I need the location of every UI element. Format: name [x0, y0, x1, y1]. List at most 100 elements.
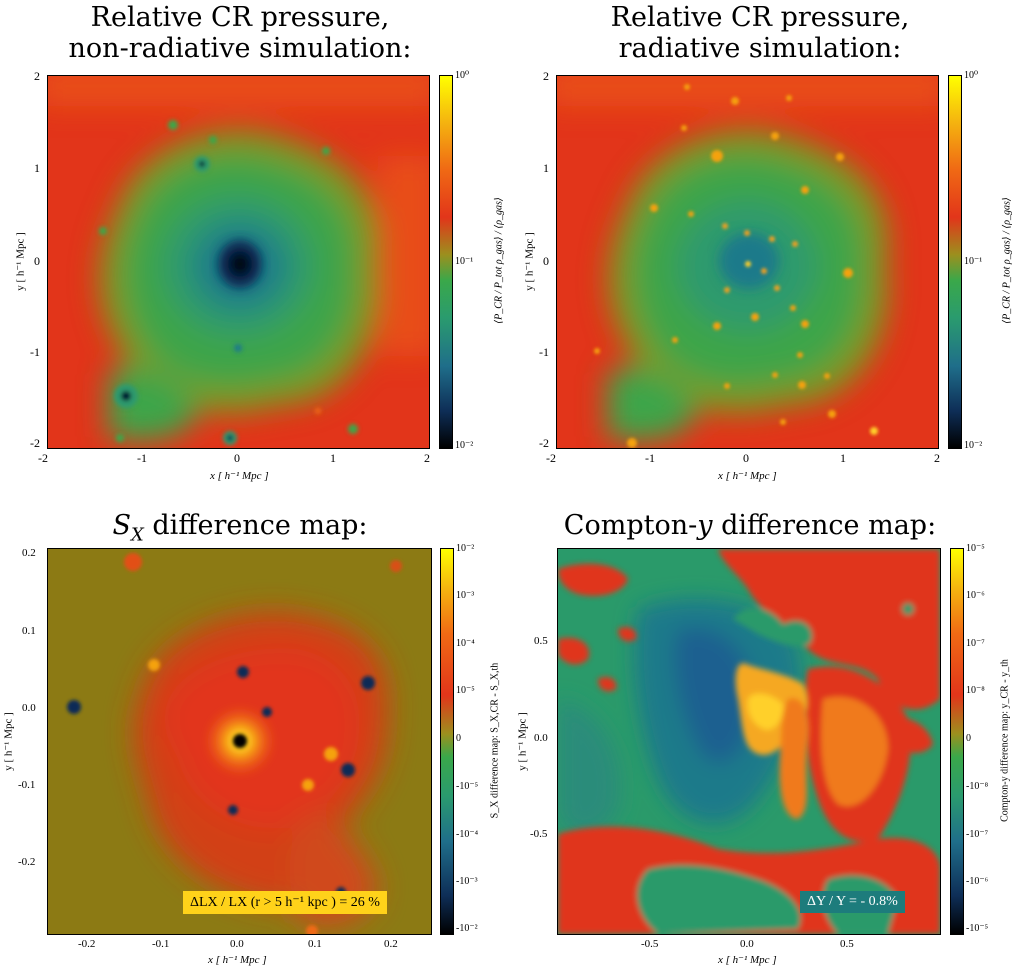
panel2-xlabel: x [ h⁻¹ Mpc ] [718, 470, 777, 482]
panel4-xlabel: x [ h⁻¹ Mpc ] [718, 954, 777, 966]
panel1-xtick-2: 0 [234, 451, 240, 465]
panel1-cb-tick-0: 10⁰ [455, 70, 470, 81]
panel3-ytick-4: 0.2 [22, 547, 36, 559]
panel3-xlabel: x [ h⁻¹ Mpc ] [208, 954, 267, 966]
panel1-ytick-4: 2 [34, 69, 40, 83]
panel4-title-rest: difference map: [712, 510, 937, 541]
panel2-title: Relative CR pressure, radiative simulati… [560, 2, 960, 64]
panel3-cb-label: S_X difference map: S_X,CR - S_X,th [489, 662, 501, 819]
panel1-ytick-3: 1 [34, 161, 40, 175]
panel3-ytick-2: 0.0 [22, 702, 36, 714]
panel2-xtick-0: -2 [546, 451, 556, 465]
panel1-colorbar [439, 75, 453, 449]
panel1-cb-tick-2: 10⁻² [455, 440, 474, 451]
panel1-title-line1: Relative CR pressure, [90, 2, 390, 33]
panel1-ytick-1: -1 [30, 345, 40, 359]
panel3-cb-tick-4: 0 [456, 733, 461, 744]
panel1-cb-label: ⟨P_CR / P_tot ρ_gas⟩ / ⟨ρ_gas⟩ [493, 197, 505, 324]
panel4-ytick-1: 0.0 [534, 732, 548, 744]
panel2-title-line2: radiative simulation: [618, 33, 902, 64]
panel4-svg [558, 549, 940, 934]
panel1-xlabel: x [ h⁻¹ Mpc ] [210, 470, 269, 482]
panel2-colorbar [948, 75, 962, 449]
panel3-xtick-3: 0.1 [308, 938, 322, 950]
panel3-title-rest: difference map: [143, 510, 368, 541]
panel4-ylabel: y [ h⁻¹ Mpc ] [516, 712, 529, 771]
panel3-xtick-4: 0.2 [384, 938, 398, 950]
panel4-cb-tick-5: -10⁻⁸ [966, 781, 989, 792]
panel1-xtick-0: -2 [38, 451, 48, 465]
panel3-cb-tick-1: 10⁻³ [456, 590, 475, 601]
panel3-cb-tick-2: 10⁻⁴ [456, 638, 475, 649]
panel4-ytick-2: 0.5 [534, 635, 548, 647]
panel4-cb-tick-6: -10⁻⁷ [966, 829, 989, 840]
panel2-xtick-3: 1 [840, 451, 846, 465]
panel3-cb-tick-3: 10⁻⁵ [456, 685, 475, 696]
panel1-xtick-4: 2 [424, 451, 430, 465]
panel1-ylabel: y [ h⁻¹ Mpc ] [14, 232, 27, 291]
panel4-title: Compton-y difference map: [520, 510, 980, 541]
panel3-ytick-3: 0.1 [22, 625, 36, 637]
panel2-heatmap [556, 75, 939, 449]
panel1-heatmap [47, 75, 430, 449]
panel3-colorbar [440, 548, 454, 935]
panel2-cb-tick-1: 10⁻¹ [964, 256, 983, 267]
panel4-title-var: y [697, 510, 713, 541]
panel4-xtick-1: 0.0 [740, 938, 754, 950]
panel3-title-sub: X [130, 524, 144, 546]
panel1-ytick-2: 0 [34, 254, 40, 268]
panel2-ylabel: y [ h⁻¹ Mpc ] [523, 232, 536, 291]
panel3-title-s: S [112, 510, 131, 541]
panel4-cb-tick-7: -10⁻⁶ [966, 876, 989, 887]
panel4-title-main: Compton- [563, 510, 698, 541]
panel3-xtick-0: -0.2 [78, 938, 96, 950]
panel2-cb-tick-2: 10⁻² [964, 440, 983, 451]
panel1-xtick-1: -1 [137, 451, 147, 465]
panel4-cb-tick-8: -10⁻⁵ [966, 923, 989, 934]
panel1-xtick-3: 1 [330, 451, 336, 465]
panel4-cb-tick-4: 0 [966, 733, 971, 744]
panel2-xtick-2: 0 [743, 451, 749, 465]
panel2-xtick-1: -1 [645, 451, 655, 465]
panel4-xtick-2: 0.5 [840, 938, 854, 950]
panel2-ytick-3: 1 [543, 161, 549, 175]
panel4-cb-label: Compton-y difference map: y_CR - y_th [999, 659, 1011, 822]
panel3-cb-tick-0: 10⁻² [456, 543, 475, 554]
panel3-heatmap [47, 548, 432, 935]
panel4-cb-tick-3: 10⁻⁸ [966, 685, 985, 696]
panel3-title: SX difference map: [40, 510, 440, 550]
panel3-cb-tick-8: -10⁻² [456, 923, 478, 934]
panel4-cb-tick-1: 10⁻⁶ [966, 590, 985, 601]
panel2-ytick-1: -1 [539, 345, 549, 359]
panel2-ytick-0: -2 [539, 436, 549, 450]
panel4-colorbar [950, 548, 964, 935]
panel2-cb-tick-0: 10⁰ [964, 70, 979, 81]
panel3-cb-tick-6: -10⁻⁴ [456, 829, 479, 840]
panel1-title-line2: non-radiative simulation: [68, 33, 412, 64]
panel4-annotation: ΔY / Y = - 0.8% [800, 891, 905, 913]
panel4-cb-tick-2: 10⁻⁷ [966, 638, 985, 649]
panel3-svg [48, 549, 431, 934]
panel3-cb-tick-7: -10⁻³ [456, 876, 478, 887]
panel1-title: Relative CR pressure, non-radiative simu… [40, 2, 440, 64]
panel2-cb-label: ⟨P_CR / P_tot ρ_gas⟩ / ⟨ρ_gas⟩ [1001, 197, 1013, 324]
panel2-ytick-4: 2 [543, 69, 549, 83]
panel2-ytick-2: 0 [543, 254, 549, 268]
panel3-xtick-1: -0.1 [152, 938, 170, 950]
panel4-ytick-0: -0.5 [530, 828, 548, 840]
panel3-ytick-0: -0.2 [18, 856, 36, 868]
panel4-cb-tick-0: 10⁻⁵ [966, 543, 985, 554]
panel3-annotation: ΔLX / LX (r > 5 h⁻¹ kpc ) = 26 % [183, 891, 387, 914]
panel4-heatmap [557, 548, 941, 935]
panel2-svg [557, 76, 938, 448]
panel2-xtick-4: 2 [934, 451, 940, 465]
panel1-ytick-0: -2 [30, 436, 40, 450]
panel3-ylabel: y [ h⁻¹ Mpc ] [2, 712, 15, 771]
panel3-ytick-1: -0.1 [18, 779, 36, 791]
panel4-xtick-0: -0.5 [641, 938, 659, 950]
panel1-svg [48, 76, 429, 448]
panel2-title-line1: Relative CR pressure, [610, 2, 910, 33]
panel3-cb-tick-5: -10⁻⁵ [456, 781, 479, 792]
panel3-xtick-2: 0.0 [230, 938, 244, 950]
panel1-cb-tick-1: 10⁻¹ [455, 256, 474, 267]
